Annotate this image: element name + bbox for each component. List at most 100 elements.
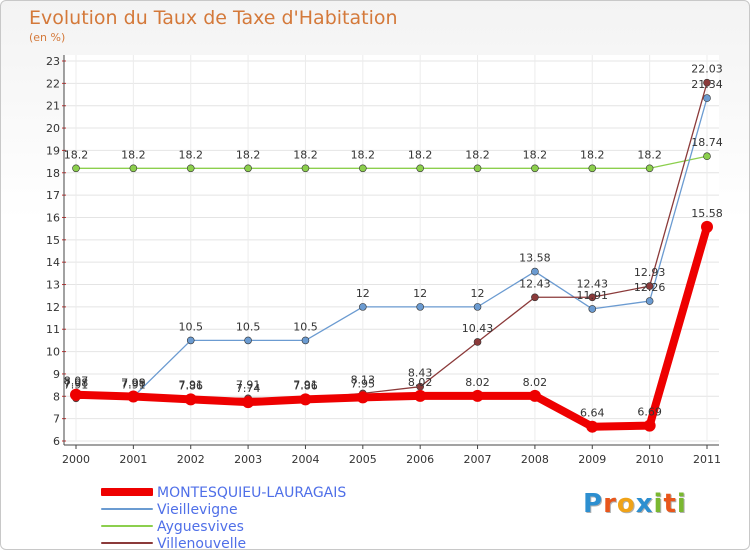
data-point <box>703 94 711 102</box>
data-label: 7.91 <box>293 378 318 391</box>
data-point <box>127 390 140 403</box>
data-label: 7.74 <box>236 382 261 395</box>
data-point <box>299 393 312 406</box>
data-label: 7.91 <box>121 378 146 391</box>
data-label: 7.91 <box>64 378 89 391</box>
y-tick-label: 9 <box>53 368 60 381</box>
data-label: 18.2 <box>236 148 261 161</box>
data-point <box>528 389 541 402</box>
data-label: 7.86 <box>178 379 203 392</box>
data-label: 7.98 <box>64 377 89 390</box>
data-label: 18.2 <box>351 148 376 161</box>
data-label: 18.2 <box>408 148 433 161</box>
x-tick-label: 2001 <box>119 453 147 466</box>
data-point <box>643 419 656 432</box>
data-point <box>473 303 482 311</box>
data-label: 8.02 <box>465 376 490 389</box>
legend-label-montesquieu: MONTESQUIEU-LAURAGAIS <box>157 485 347 501</box>
data-label: 7.91 <box>236 378 261 391</box>
data-point <box>471 389 484 402</box>
chart-title: Evolution du Taux de Taxe d'Habitation <box>29 7 398 29</box>
data-label: 8.07 <box>64 375 89 388</box>
grid <box>64 55 719 442</box>
data-label: 12 <box>413 287 427 300</box>
x-tick-label: 2008 <box>521 453 549 466</box>
data-point <box>473 164 482 173</box>
x-tick-label: 2000 <box>62 453 90 466</box>
data-label: 18.2 <box>64 148 89 161</box>
data-label: 10.5 <box>178 320 203 333</box>
data-point <box>70 388 82 401</box>
legend-swatch-ayguesvives <box>101 525 153 527</box>
y-tick-label: 8 <box>53 390 60 403</box>
data-label: 12.43 <box>577 277 609 290</box>
legend-label-ayguesvives: Ayguesvives <box>157 519 244 535</box>
legend-swatch-montesquieu <box>101 488 153 496</box>
data-point <box>186 164 195 173</box>
x-tick-label: 2006 <box>406 453 434 466</box>
data-point <box>301 164 310 173</box>
data-point <box>703 152 711 161</box>
data-point <box>473 338 482 346</box>
data-point <box>645 282 654 290</box>
data-label: 12 <box>356 287 370 300</box>
data-point <box>244 164 252 173</box>
y-tick-label: 18 <box>46 167 60 180</box>
logo-letter: o <box>616 489 636 519</box>
data-label: 18.2 <box>178 148 203 161</box>
x-tick-label: 2005 <box>349 453 377 466</box>
data-label: 6.69 <box>637 406 662 419</box>
data-label: 7.98 <box>121 377 146 390</box>
y-tick-label: 16 <box>46 211 60 224</box>
data-point <box>645 297 654 305</box>
proxiti-logo: Proxiti <box>583 489 687 519</box>
legend-swatch-vieillevigne <box>101 508 153 510</box>
x-tick-label: 2002 <box>177 453 205 466</box>
data-label: 18.2 <box>465 148 490 161</box>
axes: 6 7 8 9 10 11 12 13 14 15 16 17 18 19 20 21 22 23 2000 2001… <box>46 55 721 466</box>
data-label: 7.86 <box>293 379 318 392</box>
data-point <box>356 391 369 404</box>
data-label: 12 <box>471 287 485 300</box>
y-tick-label: 23 <box>46 55 60 68</box>
data-label: 12.93 <box>634 266 666 279</box>
data-point <box>531 293 539 302</box>
data-label: 18.2 <box>523 148 548 161</box>
y-tick-label: 6 <box>53 435 60 448</box>
y-tick-label: 10 <box>46 346 60 359</box>
data-point <box>184 393 197 406</box>
data-label: 18.2 <box>580 148 605 161</box>
data-labels: 8.07 7.99 7.86 7.74 7.86 7.95 8.02 8.02 8.02 6.64… <box>64 63 723 420</box>
data-point <box>645 164 654 173</box>
data-label: 22.03 <box>691 63 723 76</box>
y-tick-label: 7 <box>53 413 60 426</box>
data-point <box>588 293 597 302</box>
series-line-1 <box>75 97 708 398</box>
data-point <box>416 303 424 311</box>
data-label: 18.2 <box>121 148 146 161</box>
data-label: 8.13 <box>351 373 376 386</box>
data-label: 10.43 <box>462 322 494 335</box>
logo-letter: i <box>676 489 687 519</box>
data-point <box>416 164 424 173</box>
logo-letter: x <box>635 489 654 519</box>
y-tick-label: 14 <box>46 256 60 269</box>
data-point <box>186 336 195 345</box>
legend-label-villenouvelle: Villenouvelle <box>157 536 247 550</box>
data-point <box>359 303 367 311</box>
data-point <box>72 164 80 173</box>
data-point <box>301 336 310 345</box>
data-point <box>414 389 427 402</box>
data-label: 8.43 <box>408 367 433 380</box>
legend-swatch-villenouvelle <box>101 542 153 544</box>
y-tick-label: 15 <box>46 234 60 247</box>
data-point <box>531 164 539 173</box>
data-point <box>531 267 539 276</box>
data-label: 10.5 <box>293 320 318 333</box>
data-point <box>588 164 597 173</box>
logo-letter: t <box>663 489 677 519</box>
plot-background <box>64 55 719 441</box>
x-tick-label: 2011 <box>693 453 721 466</box>
data-label: 6.64 <box>580 407 605 420</box>
y-tick-label: 21 <box>46 100 60 113</box>
